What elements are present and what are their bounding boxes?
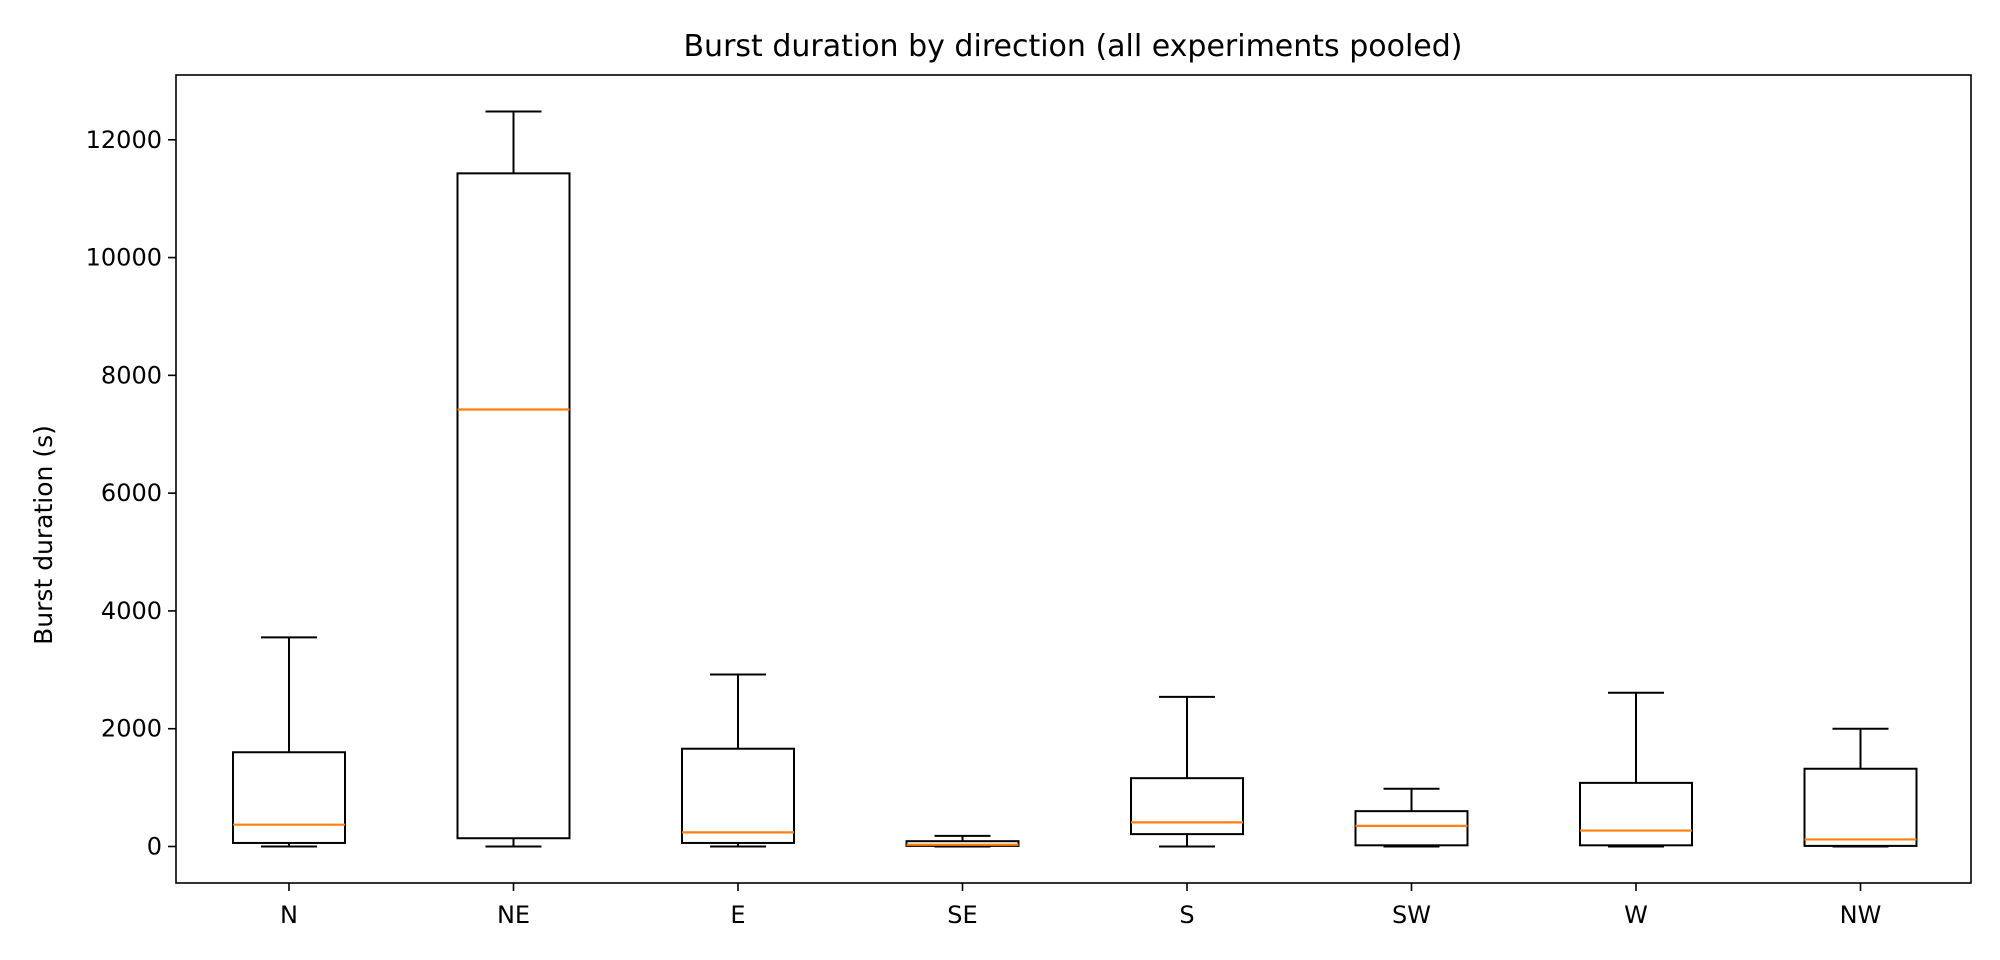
box-w: [1579, 691, 1693, 848]
plot-area-frame: [175, 74, 1972, 884]
box-ne: [456, 110, 571, 848]
box-e: [681, 673, 795, 848]
iqr-box: [456, 172, 571, 840]
x-tick-label: NW: [1840, 901, 1882, 929]
box-nw: [1803, 727, 1918, 848]
iqr-box: [1354, 810, 1469, 847]
x-tick-label: S: [1179, 901, 1194, 929]
y-tick-label: 10000: [86, 244, 162, 272]
iqr-box: [681, 747, 795, 844]
y-tick-label: 4000: [101, 597, 162, 625]
y-tick-label: 12000: [86, 126, 162, 154]
chart-title: Burst duration by direction (all experim…: [683, 29, 1462, 64]
boxes-layer: [232, 110, 1918, 848]
iqr-box: [1579, 781, 1693, 847]
y-tick-label: 2000: [101, 715, 162, 743]
x-tick-label: SW: [1392, 901, 1431, 929]
box-s: [1130, 695, 1244, 848]
x-tick-label: W: [1624, 901, 1648, 929]
box-sw: [1354, 787, 1469, 848]
y-axis: 0 2000 4000 6000 8000 10000 12000: [86, 126, 176, 860]
y-axis-label: Burst duration (s): [29, 425, 58, 645]
box-n: [232, 636, 346, 848]
x-tick-label: N: [280, 901, 298, 929]
iqr-box: [1130, 777, 1244, 836]
box-se: [905, 834, 1020, 848]
iqr-box: [232, 751, 346, 844]
x-tick-label: E: [730, 901, 745, 929]
x-axis: N NE E SE S SW W NW: [280, 883, 1881, 929]
iqr-box: [905, 840, 1020, 847]
y-tick-label: 8000: [101, 361, 162, 389]
x-tick-label: SE: [947, 901, 977, 929]
y-tick-label: 6000: [101, 479, 162, 507]
iqr-box: [1803, 767, 1918, 847]
y-tick-label: 0: [147, 832, 162, 860]
x-tick-label: NE: [497, 901, 530, 929]
